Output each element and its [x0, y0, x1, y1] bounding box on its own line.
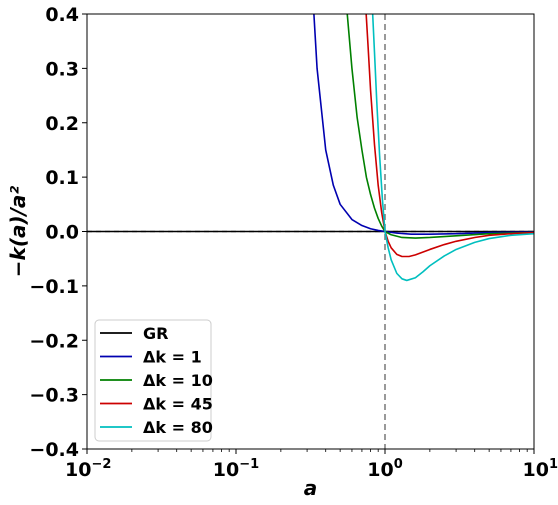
series-line-1	[313, 14, 534, 236]
y-tick-label: 0.0	[45, 222, 79, 244]
legend-label-3: Δk = 45	[143, 395, 213, 414]
legend-label-2: Δk = 10	[143, 371, 213, 390]
y-tick-label: 0.4	[45, 4, 79, 26]
y-axis-ticks: −0.4 −0.3 −0.2 −0.1 0.0 0.1 0.2 0.3 0.4	[29, 4, 87, 461]
series-line-2	[346, 14, 534, 239]
series-line-3	[365, 14, 534, 258]
y-tick-label: −0.1	[29, 276, 79, 298]
y-tick-label: 0.2	[45, 113, 79, 135]
legend-box	[94, 319, 212, 442]
x-tick-label: 10−1	[213, 457, 259, 481]
x-tick-label: 10−2	[65, 457, 111, 481]
y-tick-label: −0.4	[29, 439, 79, 461]
series-lines	[87, 14, 534, 282]
legend-label-4: Δk = 80	[143, 418, 213, 437]
legend-label-1: Δk = 1	[143, 348, 202, 367]
legend: GR Δk = 1 Δk = 10 Δk = 45 Δk = 80	[94, 319, 213, 442]
x-axis-ticks: 10−2 10−1 100 101	[65, 449, 558, 481]
y-tick-label: 0.1	[45, 167, 79, 189]
y-tick-label: −0.3	[29, 385, 79, 407]
series-line-4	[371, 14, 534, 282]
legend-label-0: GR	[143, 324, 168, 343]
y-tick-label: −0.2	[29, 330, 79, 352]
x-tick-label: 101	[523, 457, 558, 481]
x-tick-label: 100	[367, 457, 403, 481]
y-axis-label: −k(a)/a²	[6, 186, 30, 278]
y-tick-label: 0.3	[45, 58, 79, 80]
x-axis-label: a	[304, 476, 318, 500]
